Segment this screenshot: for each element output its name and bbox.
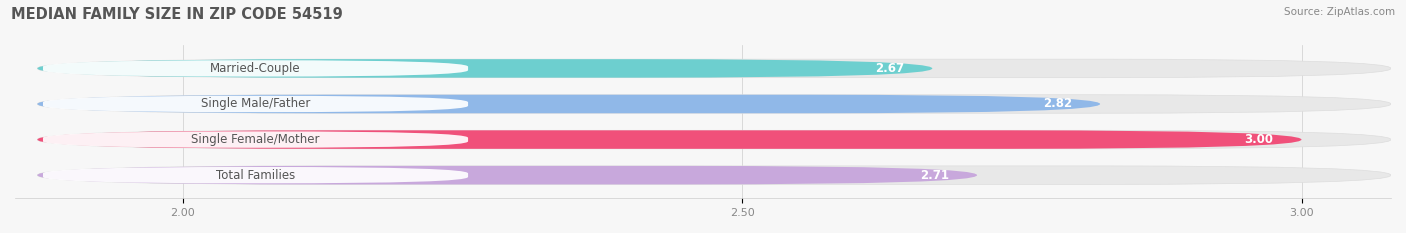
FancyBboxPatch shape [38,130,1391,149]
FancyBboxPatch shape [38,166,977,184]
FancyBboxPatch shape [38,95,1099,113]
FancyBboxPatch shape [44,167,468,183]
FancyBboxPatch shape [38,59,932,78]
Text: Single Male/Father: Single Male/Father [201,97,311,110]
FancyBboxPatch shape [38,95,1391,113]
Text: Source: ZipAtlas.com: Source: ZipAtlas.com [1284,7,1395,17]
Text: 2.71: 2.71 [920,169,949,182]
Text: Single Female/Mother: Single Female/Mother [191,133,319,146]
FancyBboxPatch shape [44,131,468,148]
Text: 3.00: 3.00 [1244,133,1274,146]
FancyBboxPatch shape [38,130,1302,149]
Text: 2.82: 2.82 [1043,97,1073,110]
Text: Total Families: Total Families [217,169,295,182]
Text: Married-Couple: Married-Couple [211,62,301,75]
FancyBboxPatch shape [44,96,468,112]
FancyBboxPatch shape [38,59,1391,78]
FancyBboxPatch shape [44,60,468,77]
Text: MEDIAN FAMILY SIZE IN ZIP CODE 54519: MEDIAN FAMILY SIZE IN ZIP CODE 54519 [11,7,343,22]
Text: 2.67: 2.67 [876,62,904,75]
FancyBboxPatch shape [38,166,1391,184]
